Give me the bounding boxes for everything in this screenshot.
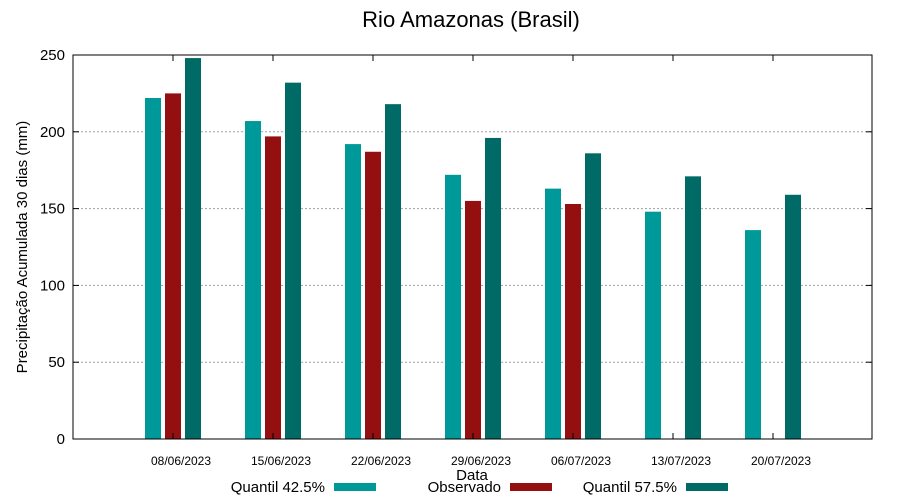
bar-quantil-57-5--5 [685,176,701,439]
bar-quantil-57-5--0 [185,58,201,440]
y-tick-label: 50 [48,354,65,371]
x-tick-label: 22/06/2023 [351,454,411,468]
legend-label: Observado [428,479,501,496]
bar-quantil-42-5--5 [645,211,661,439]
x-tick-label: 15/06/2023 [251,454,311,468]
bar-observado-4 [565,203,581,439]
legend-swatch [334,483,376,491]
bar-quantil-57-5--4 [585,153,601,439]
legend-swatch [686,483,728,491]
bar-observado-1 [265,136,281,439]
bars [145,58,801,440]
bar-quantil-42-5--6 [745,230,761,439]
bar-quantil-42-5--4 [545,188,561,439]
y-tick-label: 200 [40,124,65,141]
chart-title: Rio Amazonas (Brasil) [362,7,580,32]
x-tick-label: 29/06/2023 [451,454,511,468]
x-tick-label: 06/07/2023 [551,454,611,468]
bar-quantil-42-5--3 [445,174,461,440]
y-ticks: 0 50 100 150 200 250 [40,47,872,448]
bar-quantil-57-5--2 [385,104,401,439]
y-tick-label: 250 [40,47,65,64]
bar-quantil-57-5--6 [785,194,801,439]
bar-quantil-42-5--1 [245,121,261,439]
legend: Quantil 42.5% Observado Quantil 57.5% [231,479,728,496]
x-tick-label: 20/07/2023 [751,454,811,468]
x-tick-label: 13/07/2023 [651,454,711,468]
bar-quantil-42-5--0 [145,98,161,440]
y-tick-label: 100 [40,277,65,294]
y-tick-label: 150 [40,201,65,218]
x-ticks: 08/06/2023 15/06/2023 22/06/2023 29/06/2023… [151,55,811,468]
bar-quantil-57-5--1 [285,82,301,439]
bar-observado-3 [465,200,481,439]
bar-quantil-42-5--2 [345,144,361,439]
legend-swatch [510,483,552,491]
y-tick-label: 0 [57,431,65,448]
y-axis-label: Precipitação Acumulada 30 dias (mm) [14,121,31,374]
grid-lines [73,131,872,363]
legend-label: Quantil 42.5% [231,479,325,496]
bar-quantil-57-5--3 [485,137,501,439]
legend-label: Quantil 57.5% [583,479,677,496]
bar-observado-2 [365,151,381,439]
x-tick-label: 08/06/2023 [151,454,211,468]
bar-observado-0 [165,93,181,440]
x-axis-label: Data [456,467,488,484]
